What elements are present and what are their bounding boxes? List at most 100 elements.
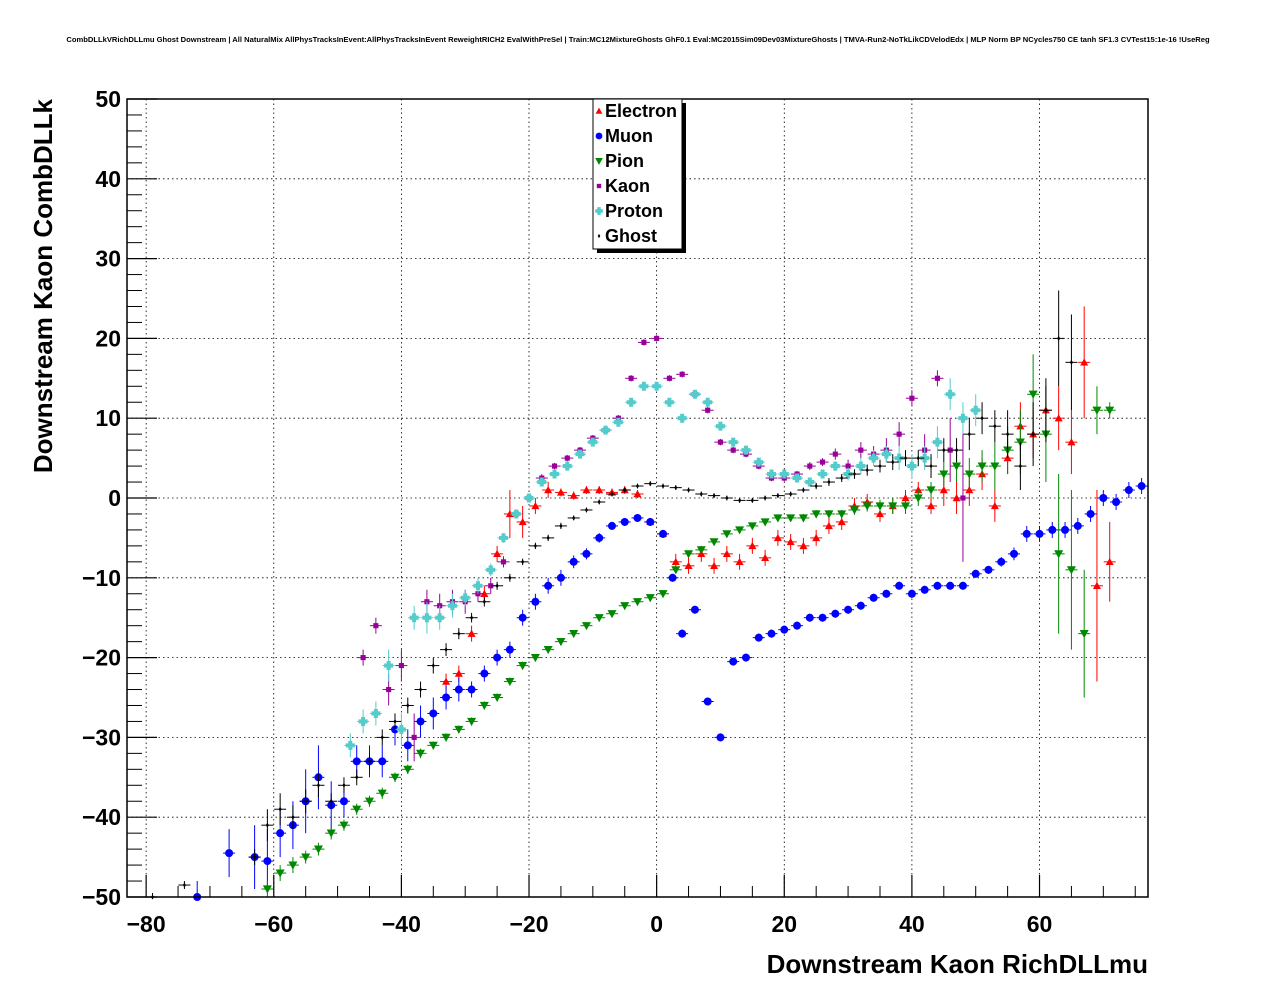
data-point	[899, 450, 912, 467]
data-point	[1052, 386, 1065, 451]
legend-entry-electron: Electron	[595, 101, 677, 121]
data-point	[720, 545, 733, 562]
data-point	[376, 787, 389, 799]
data-point	[369, 701, 382, 726]
data-point	[682, 557, 695, 574]
data-point	[580, 486, 593, 495]
data-point	[963, 458, 976, 491]
data-point	[666, 573, 679, 582]
data-point	[452, 628, 465, 640]
legend-entry-pion: Pion	[595, 151, 644, 171]
data-point	[389, 772, 402, 783]
data-point	[491, 581, 504, 590]
data-point	[963, 418, 976, 451]
data-point	[395, 649, 408, 682]
data-point	[631, 513, 644, 522]
data-point	[797, 513, 810, 523]
data-point	[1033, 525, 1046, 542]
data-point	[759, 549, 772, 566]
data-point	[1020, 525, 1033, 542]
data-point	[625, 375, 638, 382]
data-point	[580, 622, 593, 631]
data-point	[344, 733, 357, 758]
data-point	[873, 459, 886, 473]
data-point	[580, 507, 593, 513]
data-point	[389, 713, 402, 730]
data-point	[357, 649, 370, 666]
data-point	[567, 630, 580, 639]
data-point	[988, 410, 1001, 443]
data-point	[861, 500, 874, 512]
data-point	[497, 533, 510, 543]
data-point	[1103, 402, 1116, 419]
data-point	[631, 490, 644, 498]
legend-marker	[595, 157, 603, 165]
data-point	[893, 581, 906, 590]
data-point	[325, 793, 338, 810]
axis-ticks	[127, 98, 1136, 898]
data-point	[503, 641, 516, 658]
y-axis-title: Downstream Kaon CombDLLk	[28, 98, 58, 473]
data-point	[554, 569, 567, 586]
data-point	[771, 514, 784, 523]
data-point	[471, 577, 484, 594]
data-point	[657, 483, 670, 489]
data-point	[497, 556, 510, 568]
data-point	[829, 448, 842, 460]
data-point	[637, 339, 650, 346]
data-point	[925, 498, 938, 514]
data-point	[771, 529, 784, 546]
data-point	[286, 805, 299, 830]
data-point	[905, 454, 918, 479]
data-point	[637, 381, 650, 391]
data-point	[925, 482, 938, 498]
data-point	[816, 458, 829, 467]
data-point	[988, 442, 1001, 491]
data-point	[593, 533, 606, 543]
data-point	[708, 557, 721, 574]
data-point	[925, 454, 938, 479]
data-point	[1052, 474, 1065, 634]
data-point	[810, 509, 823, 519]
data-point	[274, 865, 287, 882]
y-tick-labels: −50 −40 −30 −20 −10 0 10 20 30 40 50	[82, 86, 121, 910]
x-tick-label: 40	[899, 911, 925, 937]
data-point	[478, 596, 491, 607]
data-point	[676, 371, 689, 378]
x-axis-title: Downstream Kaon RichDLLmu	[767, 949, 1148, 979]
data-point	[688, 389, 701, 399]
data-point	[829, 609, 842, 618]
legend-marker	[597, 233, 601, 239]
data-point	[893, 422, 906, 447]
series-ghost	[146, 290, 1078, 900]
legend-entry-kaon: Kaon	[596, 176, 650, 196]
data-point	[720, 530, 733, 539]
data-point	[542, 577, 555, 594]
data-point	[803, 613, 816, 622]
x-tick-labels: −80 −60 −40 −20 0 20 40 60	[127, 911, 1053, 937]
data-point	[733, 497, 746, 503]
data-point	[880, 446, 893, 463]
data-point	[950, 438, 963, 463]
data-point	[976, 402, 989, 435]
data-point	[618, 487, 631, 493]
y-tick-label: −20	[82, 645, 121, 671]
data-point	[899, 498, 912, 514]
data-point	[708, 538, 721, 547]
data-point	[752, 457, 765, 467]
data-point	[663, 375, 676, 382]
data-point	[835, 509, 848, 519]
data-point	[1059, 521, 1072, 538]
data-point	[440, 643, 453, 657]
data-point	[401, 764, 414, 775]
data-point	[720, 495, 733, 501]
data-point	[357, 709, 370, 734]
data-point	[727, 437, 740, 447]
data-point	[1097, 490, 1110, 506]
data-point	[363, 753, 376, 770]
data-point	[248, 849, 261, 866]
data-point	[669, 485, 682, 491]
data-point	[956, 434, 969, 562]
data-point	[178, 881, 191, 890]
